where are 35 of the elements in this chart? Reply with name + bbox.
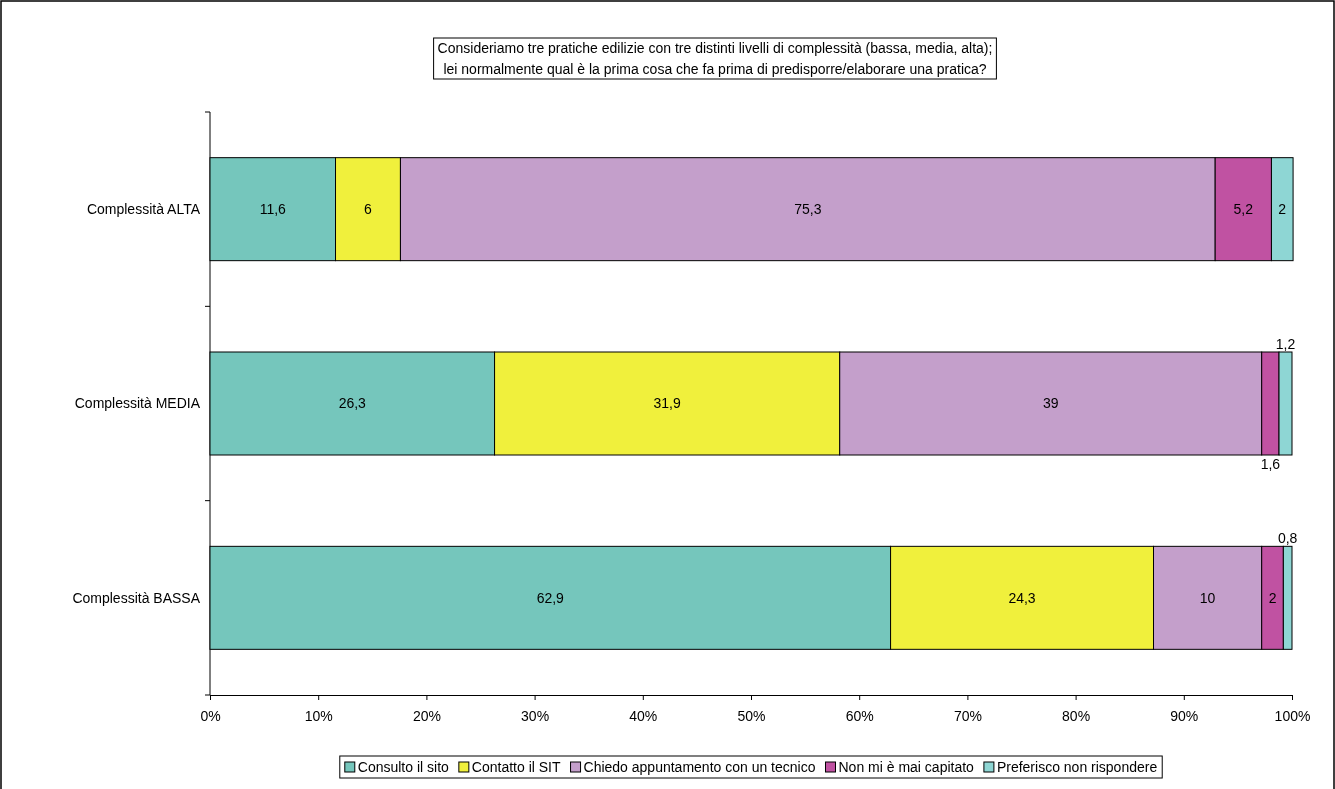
data-label: 1,2 (1275, 336, 1296, 352)
legend-label: Non mi è mai capitato (838, 758, 975, 775)
legend-label: Contatto il SIT (471, 758, 561, 775)
legend-label: Consulto il sito (357, 758, 450, 775)
y-tick-label: Complessità BASSA (72, 589, 201, 606)
data-label: 24,3 (1008, 589, 1036, 606)
data-label: 1,6 (1260, 456, 1281, 473)
x-tick-label: 50% (737, 708, 766, 725)
data-label: 6 (364, 201, 373, 218)
y-tick-label: Complessità ALTA (86, 201, 201, 218)
x-tick-label: 30% (521, 708, 550, 725)
x-tick-label: 60% (845, 708, 874, 725)
x-tick-label: 40% (629, 708, 658, 725)
data-label: 62,9 (536, 589, 565, 606)
legend-label: Preferisco non rispondere (996, 758, 1158, 775)
data-label: 5,2 (1233, 201, 1254, 218)
data-label: 39 (1042, 395, 1059, 412)
data-label: 2 (1268, 589, 1277, 606)
legend-label: Chiedo appuntamento con un tecnico (583, 758, 816, 775)
x-tick-label: 20% (412, 708, 441, 725)
x-tick-label: 70% (953, 708, 982, 725)
x-tick-label: 0% (200, 708, 221, 725)
data-label: 26,3 (338, 395, 367, 412)
data-label: 11,6 (259, 201, 287, 218)
data-label: 0,8 (1277, 530, 1298, 547)
y-tick-label: Complessità MEDIA (74, 395, 201, 412)
chart-title: Consideriamo tre pratiche edilizie con tre distinti livelli di complessità (bassa, media, alta); lei normalmente qual è la prima cosa che fa prima di predisporre/elaborare una pratica? (437, 40, 993, 77)
x-tick-label: 80% (1062, 708, 1091, 725)
data-label: 75,3 (794, 201, 822, 218)
x-tick-label: 90% (1170, 708, 1199, 725)
x-tick-label: 100% (1274, 708, 1311, 725)
data-label: 10 (1199, 589, 1216, 606)
data-label: 31,9 (653, 395, 681, 412)
data-label: 2 (1278, 201, 1287, 218)
x-tick-label: 10% (304, 708, 333, 725)
